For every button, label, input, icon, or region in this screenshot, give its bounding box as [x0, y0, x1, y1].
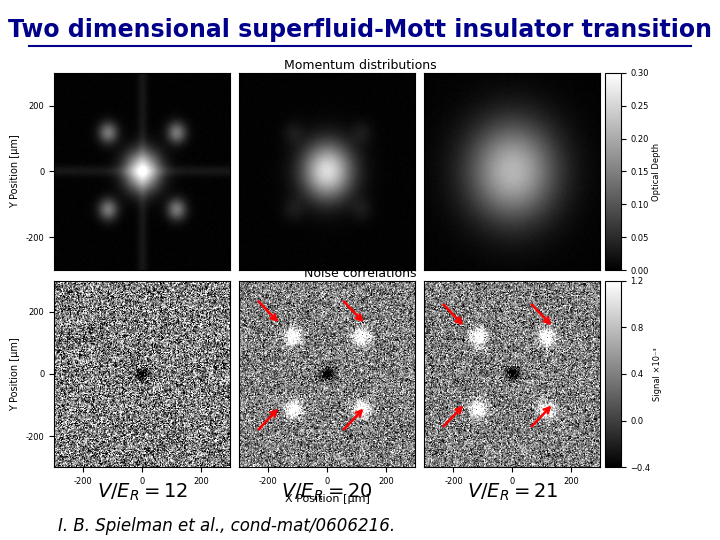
Text: X Position [μm]: X Position [μm]: [285, 495, 369, 504]
Text: Two dimensional superfluid-Mott insulator transition: Two dimensional superfluid-Mott insulato…: [8, 18, 712, 42]
Y-axis label: Signal ×10⁻³: Signal ×10⁻³: [653, 347, 662, 401]
Y-axis label: Optical Depth: Optical Depth: [652, 143, 661, 200]
Text: $V / E_R = 21$: $V / E_R = 21$: [467, 482, 558, 503]
Y-axis label: Y Position [μm]: Y Position [μm]: [10, 134, 20, 208]
Y-axis label: Y Position [μm]: Y Position [μm]: [10, 337, 20, 411]
Text: Noise correlations: Noise correlations: [304, 267, 416, 280]
Text: $V / E_R = 12$: $V / E_R = 12$: [96, 482, 188, 503]
Text: $V / E_R = 20$: $V / E_R = 20$: [282, 482, 373, 503]
Text: Momentum distributions: Momentum distributions: [284, 59, 436, 72]
Text: I. B. Spielman et al., cond-mat/0606216.: I. B. Spielman et al., cond-mat/0606216.: [58, 517, 395, 535]
